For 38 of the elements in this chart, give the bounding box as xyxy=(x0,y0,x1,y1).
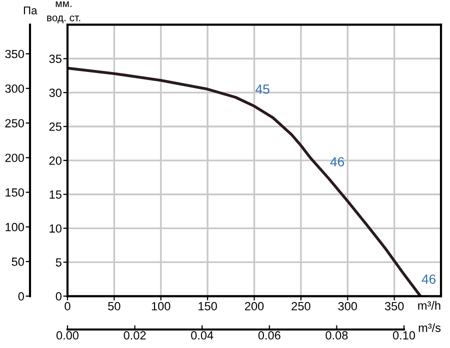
x2-tick-label: 0.10 xyxy=(392,331,416,340)
x-tick-label: 0 xyxy=(64,302,70,310)
x2-tick-label: 0.08 xyxy=(326,331,348,340)
y2-tick-label: 350 xyxy=(5,50,24,58)
y-tick-label: 25 xyxy=(49,122,62,131)
x2-tick-label: 0.04 xyxy=(191,331,214,340)
annotation: 46 xyxy=(422,274,436,284)
x2-tick-label: 0.06 xyxy=(258,331,280,340)
y2-tick-label: 200 xyxy=(5,154,24,162)
y-axis-title: мм. вод. ст. xyxy=(47,1,80,24)
y2-axis-title: Па xyxy=(24,6,38,14)
x-tick-label: 200 xyxy=(244,302,264,310)
y-tick-label: 5 xyxy=(56,258,62,267)
y2-tick-label: 250 xyxy=(5,119,24,128)
y2-tick-label: 50 xyxy=(12,258,24,266)
y-tick-label: 30 xyxy=(49,88,62,97)
y-tick-label: 20 xyxy=(49,156,62,165)
x-tick-label: 250 xyxy=(292,302,310,310)
x2-tick-label: 0.02 xyxy=(124,331,146,340)
x-tick-label: 350 xyxy=(384,302,404,310)
y2-tick-label: 300 xyxy=(5,84,24,93)
annotation: 46 xyxy=(330,157,344,166)
y-tick-label: 10 xyxy=(50,224,62,233)
x-tick-label: 100 xyxy=(152,302,170,310)
x-tick-label: 300 xyxy=(338,302,358,310)
annotation: 45 xyxy=(256,84,270,94)
y-tick-label: 0 xyxy=(56,292,62,301)
x-axis-title: m³/h xyxy=(418,301,440,310)
x2-tick-label: 0.00 xyxy=(56,331,79,340)
y-tick-label: 35 xyxy=(49,54,62,64)
y2-tick-label: 100 xyxy=(6,222,24,232)
x-tick-label: 50 xyxy=(108,302,120,310)
line-series xyxy=(68,66,422,296)
y2-tick-label: 150 xyxy=(6,188,24,197)
x2-axis-title: m³/s xyxy=(418,323,441,332)
y-tick-label: 15 xyxy=(50,190,62,199)
x-tick-label: 150 xyxy=(198,302,217,310)
y2-tick-label: 0 xyxy=(18,292,24,301)
